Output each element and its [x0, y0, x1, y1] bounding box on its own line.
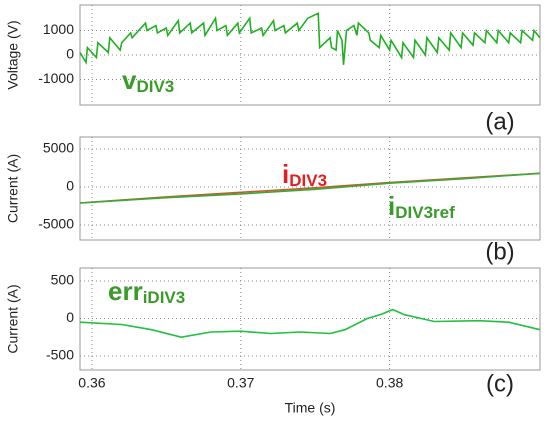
- label-main: v: [122, 65, 137, 95]
- y-tick-label: -500: [46, 347, 74, 363]
- y-tick-label: 0: [66, 309, 74, 325]
- series-label: vDIV3: [122, 65, 174, 97]
- series-label: erriDIV3: [108, 276, 185, 308]
- y-tick-label: 0: [66, 46, 74, 62]
- panel-tag: (b): [485, 238, 514, 265]
- data-line: [79, 12, 541, 65]
- x-tick-label: 0.38: [376, 375, 403, 391]
- y-axis-label: Current (A): [5, 284, 21, 353]
- plot-frame: [79, 267, 541, 371]
- y-tick-label: 500: [51, 272, 75, 288]
- label-main: i: [282, 159, 289, 189]
- data-line: [79, 172, 541, 204]
- x-tick-label: 0.37: [227, 375, 254, 391]
- plot-frame: [79, 136, 541, 241]
- x-axis-label: Time (s): [285, 400, 336, 416]
- data-line: [79, 308, 541, 339]
- label-sub: DIV3ref: [395, 203, 455, 222]
- label-main: err: [108, 276, 143, 306]
- y-axis-label: Voltage (V): [5, 20, 21, 89]
- y-tick-label: -5000: [38, 216, 74, 232]
- label-sub: DIV3: [136, 77, 174, 96]
- x-tick-label: 0.36: [78, 375, 105, 391]
- label-sub: DIV3: [289, 171, 327, 190]
- series-label: iDIV3: [282, 159, 327, 191]
- label-sub: iDIV3: [143, 288, 186, 307]
- panel-tag: (c): [486, 370, 514, 397]
- y-tick-label: 5000: [43, 140, 74, 156]
- y-tick-label: 1000: [43, 21, 74, 37]
- panel-tag: (a): [485, 108, 514, 135]
- series-label: iDIV3ref: [388, 191, 455, 223]
- label-main: i: [388, 191, 395, 221]
- y-tick-label: -1000: [38, 70, 74, 86]
- y-tick-label: 0: [66, 178, 74, 194]
- y-axis-label: Current (A): [5, 154, 21, 223]
